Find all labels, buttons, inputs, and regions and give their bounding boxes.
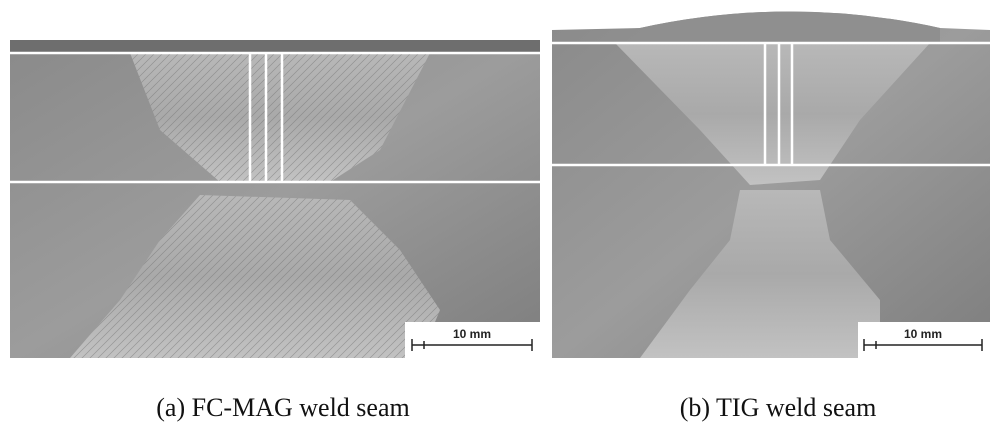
caption: (a) FC-MAG weld seam [156,393,409,422]
scale-label: 10 mm [453,327,491,341]
surface [10,40,540,52]
panel-a: 10 mm (a) FC-MAG weld seam [10,40,540,422]
caption: (b) TIG weld seam [680,393,877,422]
panel-b: 10 mm (b) TIG weld seam [552,12,990,423]
scale-label: 10 mm [904,327,942,341]
weld-cap [640,12,940,44]
figure: 10 mm (a) FC-MAG weld seam 10 mm (b) TIG… [0,0,990,423]
